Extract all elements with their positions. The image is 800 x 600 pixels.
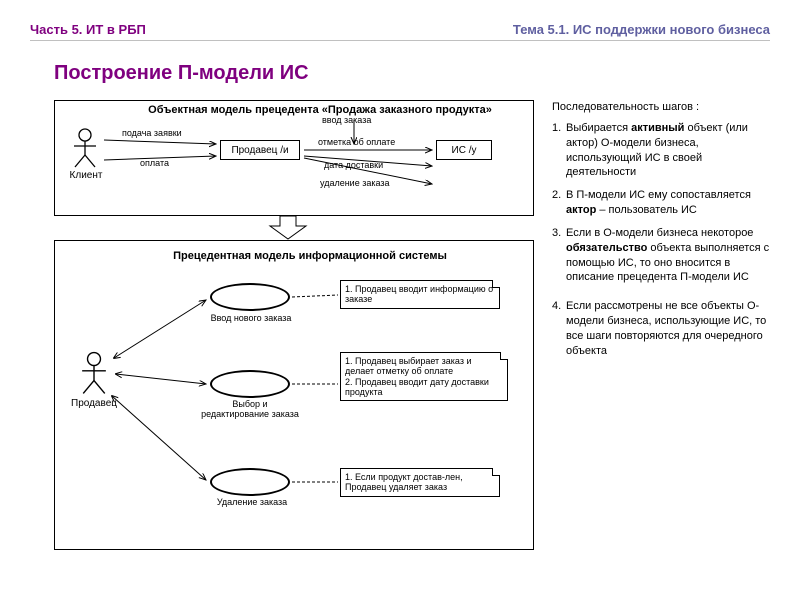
edge-oplata: оплата — [140, 158, 169, 168]
steps-column: Последовательность шагов : 1.Выбирается … — [552, 100, 774, 367]
panel2-arrows — [54, 240, 534, 550]
panel1-arrows — [54, 100, 534, 216]
header-left: Часть 5. ИТ в РБП — [30, 22, 146, 37]
header-underline — [30, 40, 770, 41]
step-1: 1.Выбирается активный объект (или актор)… — [552, 121, 774, 180]
edge-vvod: ввод заказа — [322, 115, 371, 125]
page-title: Построение П-модели ИС — [54, 62, 309, 85]
edge-podacha: подача заявки — [122, 128, 182, 138]
step-2: 2.В П-модели ИС ему сопоставляется актор… — [552, 188, 774, 218]
step-3: 3.Если в О-модели бизнеса некоторое обяз… — [552, 226, 774, 285]
edge-otmetka: отметка об оплате — [318, 137, 395, 147]
edge-data: дата доставки — [324, 160, 383, 170]
step-4: 4.Если рассмотрены не все объекты О-моде… — [552, 299, 774, 358]
connector-arrow — [270, 216, 306, 240]
steps-list: 1.Выбирается активный объект (или актор)… — [552, 121, 774, 359]
header-right: Тема 5.1. ИС поддержки нового бизнеса — [513, 22, 770, 37]
edge-del: удаление заказа — [320, 178, 390, 188]
steps-header: Последовательность шагов : — [552, 100, 774, 115]
